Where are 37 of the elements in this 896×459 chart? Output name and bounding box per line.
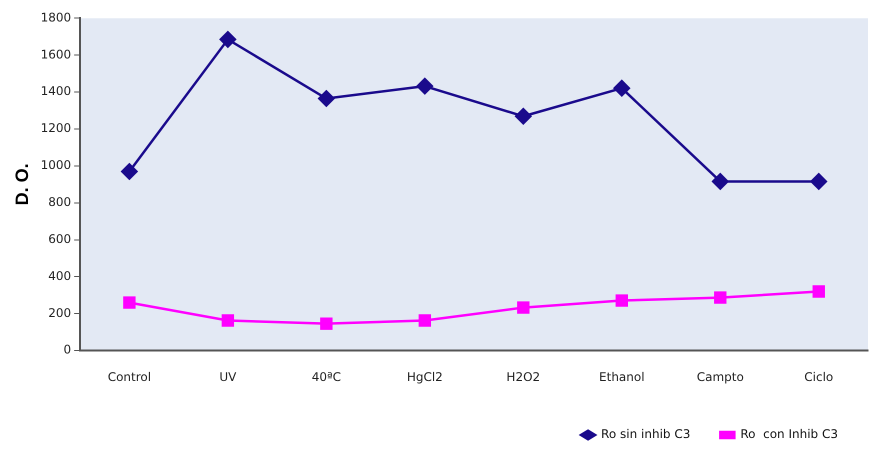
y-tick-label: 800 — [48, 194, 72, 209]
point — [320, 317, 333, 330]
x-tick-label: UV — [219, 370, 238, 384]
y-axis-title: D. O. — [12, 163, 32, 206]
y-tick-label: 600 — [48, 232, 72, 246]
x-tick-label: Control — [108, 370, 152, 384]
x-tick-label: Campto — [696, 370, 744, 384]
point — [810, 173, 828, 190]
point — [712, 173, 729, 190]
y-tick-label: 1400 — [40, 84, 72, 98]
y-tick-label: 1800 — [40, 10, 72, 24]
point — [616, 294, 628, 307]
point — [515, 108, 532, 125]
y-tick-label: 200 — [48, 306, 72, 320]
x-tick-label: H2O2 — [506, 370, 540, 384]
point — [517, 301, 530, 314]
point — [318, 90, 335, 107]
point — [714, 291, 726, 304]
x-tick-label: Ethanol — [599, 370, 645, 384]
point — [220, 31, 236, 48]
y-tick-label: 1000 — [40, 158, 72, 172]
y-tick-label: 400 — [48, 268, 72, 283]
legend-label: Ro sin inhib C3 — [601, 427, 690, 442]
point — [418, 314, 432, 327]
x-tick-label: 40ªC — [312, 370, 341, 384]
point — [222, 314, 234, 327]
point — [614, 80, 630, 96]
point — [416, 78, 434, 94]
x-tick-label: HgCl2 — [406, 370, 443, 384]
point — [121, 163, 138, 180]
y-tick-label: 0 — [64, 342, 72, 357]
point — [812, 285, 825, 298]
x-tick-label: Ciclo — [804, 370, 834, 384]
point — [123, 296, 136, 309]
legend-label: Ro con Inhib C3 — [740, 427, 838, 442]
y-tick-label: 1600 — [40, 47, 72, 62]
y-tick-label: 1200 — [40, 121, 72, 136]
